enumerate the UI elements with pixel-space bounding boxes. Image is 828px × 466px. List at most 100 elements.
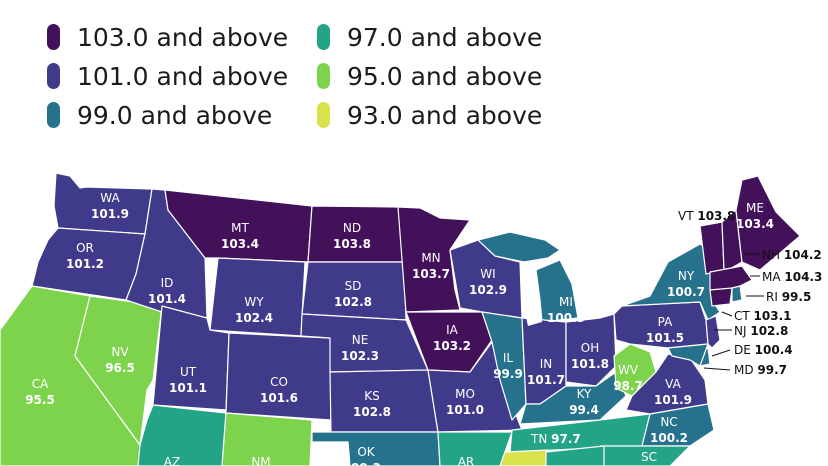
state-abbr-nj: NJ xyxy=(734,324,750,338)
state-label-vt: VT 103.8 xyxy=(678,209,735,223)
state-label-sd: SD xyxy=(345,279,362,293)
state-ct[interactable] xyxy=(709,287,733,307)
state-abbr-nh: NH xyxy=(762,248,784,262)
state-label-mt: MT xyxy=(231,221,249,235)
state-label-ut: UT xyxy=(180,365,197,379)
state-label-nv: NV xyxy=(111,345,129,359)
state-mi[interactable] xyxy=(477,231,561,263)
state-label-wa: WA xyxy=(100,191,120,205)
legend-swatch-101 xyxy=(47,63,60,89)
state-label-ma: MA 104.3 xyxy=(762,270,822,284)
state-value-ne: 102.3 xyxy=(341,349,379,363)
state-va[interactable] xyxy=(625,353,709,415)
legend-label-97: 97.0 and above xyxy=(347,22,543,52)
state-abbr-md: MD xyxy=(734,363,757,377)
state-label-nj: NJ 102.8 xyxy=(734,324,788,338)
state-label-ks: KS xyxy=(364,389,380,403)
state-value-ks: 102.8 xyxy=(353,405,391,419)
state-ri[interactable] xyxy=(731,285,743,303)
state-label-wy: WY xyxy=(244,295,264,309)
state-label-pa: PA xyxy=(658,315,673,329)
state-value-pa: 101.5 xyxy=(646,331,684,345)
state-label-oh: OH xyxy=(581,341,599,355)
state-nm[interactable] xyxy=(221,412,313,466)
legend-swatch-97 xyxy=(317,24,330,50)
state-value-nd: 103.8 xyxy=(333,237,371,251)
legend-label-101: 101.0 and above xyxy=(77,61,289,91)
state-value-ky: 99.4 xyxy=(569,403,599,417)
state-value-sd: 102.8 xyxy=(334,295,372,309)
state-abbr-ri: RI xyxy=(766,290,782,304)
legend-item-103: 103.0 and above xyxy=(47,22,288,52)
state-value-co: 101.6 xyxy=(260,391,298,405)
state-label-mn: MN xyxy=(421,251,440,265)
legend-swatch-95 xyxy=(317,63,330,89)
state-label-nc: NC xyxy=(660,415,677,429)
state-value-va: 101.9 xyxy=(654,393,692,407)
legend-item-101: 101.0 and above xyxy=(47,61,288,91)
state-value-ut: 101.1 xyxy=(169,381,207,395)
state-value-id: 101.4 xyxy=(148,292,186,306)
state-nh[interactable] xyxy=(721,209,743,271)
state-label-az: AZ xyxy=(164,455,180,466)
state-ar[interactable] xyxy=(437,431,513,466)
state-label-ct: CT 103.1 xyxy=(734,309,792,323)
state-label-ny: NY xyxy=(678,269,695,283)
state-label-sc: SC xyxy=(641,450,657,464)
state-value-wi: 102.9 xyxy=(469,283,507,297)
state-value-wv: 98.7 xyxy=(613,379,643,393)
state-label-ar: AR xyxy=(458,455,475,466)
state-label-tn: TN 97.7 xyxy=(530,432,581,446)
state-label-ne: NE xyxy=(352,333,369,347)
state-me[interactable] xyxy=(735,175,801,271)
state-value-ma: 104.3 xyxy=(784,270,822,284)
state-label-me: ME xyxy=(746,201,764,215)
state-value-ri: 99.5 xyxy=(782,290,812,304)
state-label-mi: MI xyxy=(559,295,573,309)
state-ma[interactable] xyxy=(709,265,753,291)
lake-michigan xyxy=(522,262,542,326)
state-value-ct: 103.1 xyxy=(754,309,792,323)
state-ga[interactable] xyxy=(545,445,605,466)
state-value-tn: 97.7 xyxy=(551,432,581,446)
state-value-mt: 103.4 xyxy=(221,237,259,251)
state-value-vt: 103.8 xyxy=(697,209,735,223)
state-value-wy: 102.4 xyxy=(235,311,273,325)
state-value-me: 103.4 xyxy=(736,217,774,231)
state-label-co: CO xyxy=(270,375,288,389)
state-labels: WA 101.9 OR 101.2 CA 95.5 NV 96.5 ID 101.4 MT 103.4… xyxy=(25,191,774,466)
state-nc[interactable] xyxy=(641,403,715,447)
state-label-in: IN xyxy=(540,357,553,371)
state-label-nh: NH 104.2 xyxy=(762,248,822,262)
state-value-mo: 101.0 xyxy=(446,403,484,417)
legend-swatch-93 xyxy=(317,102,330,128)
state-md[interactable] xyxy=(667,343,709,367)
state-nj[interactable] xyxy=(705,315,721,349)
state-ks[interactable] xyxy=(329,369,439,433)
legend-item-95: 95.0 and above xyxy=(317,61,542,91)
state-value-nj: 102.8 xyxy=(750,324,788,338)
state-label-ok: OK xyxy=(357,445,375,459)
state-label-ia: IA xyxy=(446,323,459,337)
state-abbr-tn: TN xyxy=(530,432,551,446)
state-abbr-ma: MA xyxy=(762,270,784,284)
state-value-ia: 103.2 xyxy=(433,339,471,353)
state-label-de: DE 100.4 xyxy=(734,343,793,357)
state-az[interactable] xyxy=(137,404,227,466)
map-legend: 103.0 and above 101.0 and above 99.0 and… xyxy=(0,0,828,150)
state-value-oh: 101.8 xyxy=(571,357,609,371)
state-value-in: 101.7 xyxy=(527,373,565,387)
state-value-ok: 99.3 xyxy=(351,461,381,466)
state-label-nm: NM xyxy=(251,455,270,466)
state-value-mn: 103.7 xyxy=(412,267,450,281)
state-value-wa: 101.9 xyxy=(91,207,129,221)
leader-lines xyxy=(703,253,764,371)
state-ms[interactable] xyxy=(499,449,549,466)
state-value-md: 99.7 xyxy=(757,363,787,377)
state-value-mi: 100.5 xyxy=(547,311,585,325)
state-value-or: 101.2 xyxy=(66,257,104,271)
state-value-nc: 100.2 xyxy=(650,431,688,445)
state-value-nv: 96.5 xyxy=(105,361,135,375)
legend-item-93: 93.0 and above xyxy=(317,100,542,130)
